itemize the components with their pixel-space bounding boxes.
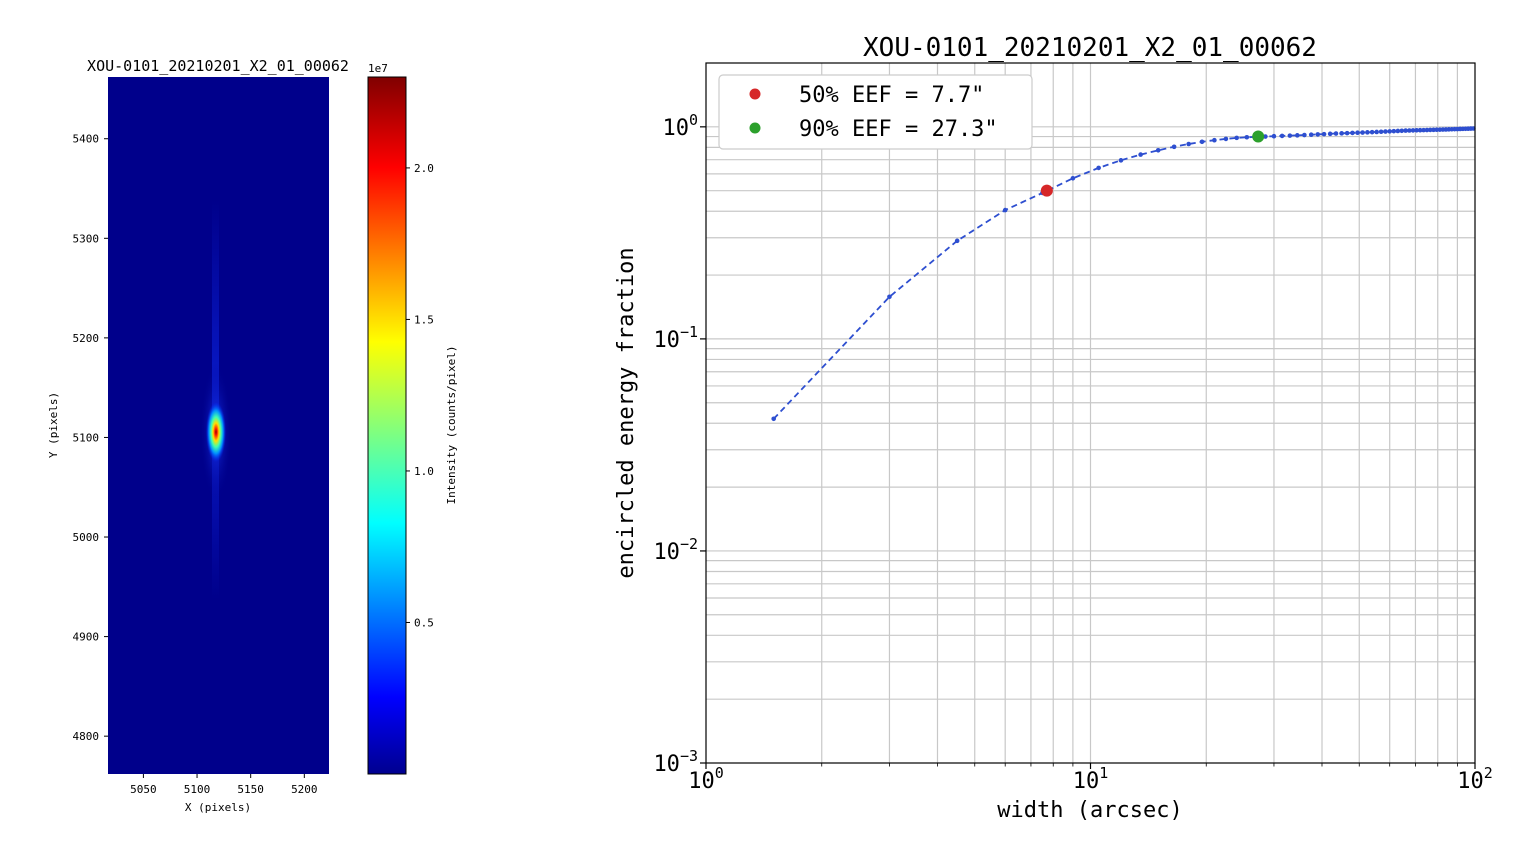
eef-marker-50 bbox=[1040, 184, 1053, 197]
eef-markers bbox=[1040, 130, 1265, 197]
eef-data-point bbox=[1118, 158, 1124, 163]
eef-data-point bbox=[1279, 133, 1285, 139]
eef-data-point bbox=[1410, 128, 1416, 133]
eef-y-tick-label: 10−2 bbox=[653, 535, 698, 565]
colorbar bbox=[367, 76, 407, 775]
colorbar-tick-label: 1.0 bbox=[414, 465, 434, 478]
eef-data-point bbox=[1369, 129, 1375, 135]
image-x-tick-label: 5050 bbox=[130, 783, 157, 796]
eef-data-point bbox=[1287, 133, 1293, 138]
legend-marker-50 bbox=[749, 88, 761, 100]
eef-data-point bbox=[954, 238, 960, 244]
eef-data-point bbox=[1271, 133, 1277, 139]
eef-data-point bbox=[1339, 131, 1344, 136]
image-axes: 5050 5100 5150 5200 4800 4900 5000 5100 5200 5300… bbox=[73, 133, 318, 796]
eef-data-point bbox=[1350, 130, 1355, 136]
eef-data-point bbox=[1002, 207, 1008, 213]
eef-data-point bbox=[1421, 127, 1426, 133]
colorbar-label: Intensity (counts/pixel) bbox=[445, 346, 458, 505]
eef-data-point bbox=[1365, 130, 1370, 135]
eef-data-point bbox=[1360, 130, 1365, 135]
eef-y-label: encircled energy fraction bbox=[614, 247, 639, 578]
eef-data-point bbox=[1391, 128, 1397, 134]
eef-x-tick-label: 100 bbox=[688, 764, 724, 794]
eef-data-point bbox=[1223, 136, 1229, 142]
image-x-tick-label: 5150 bbox=[237, 783, 264, 796]
colorbar-ticks: 0.5 1.0 1.5 2.0 bbox=[406, 162, 434, 629]
image-y-tick-label: 4900 bbox=[73, 631, 100, 644]
eef-data-point bbox=[1417, 127, 1423, 133]
psf-core bbox=[206, 402, 226, 462]
image-y-tick-label: 5300 bbox=[73, 232, 100, 245]
legend-box bbox=[718, 74, 1033, 150]
colorbar-exponent: 1e7 bbox=[368, 62, 388, 75]
eef-grid bbox=[706, 63, 1475, 763]
eef-data-point bbox=[1096, 165, 1101, 171]
eef-data-point bbox=[1155, 148, 1161, 153]
eef-data-point bbox=[1234, 135, 1239, 141]
eef-data-point bbox=[1387, 129, 1392, 134]
legend-label-90: 90% EEF = 27.3" bbox=[799, 117, 998, 142]
eef-y-tick-label: 10−3 bbox=[653, 747, 698, 777]
eef-data-point bbox=[1315, 132, 1321, 137]
eef-data-point bbox=[1374, 129, 1379, 135]
image-x-tick-label: 5200 bbox=[291, 783, 318, 796]
eef-data-point bbox=[1321, 131, 1327, 137]
eef-data-point bbox=[1355, 130, 1360, 136]
colorbar-tick-label: 1.5 bbox=[414, 313, 434, 326]
eef-title: XOU-0101_20210201_X2_01_00062 bbox=[863, 33, 1317, 63]
image-y-tick-label: 5000 bbox=[73, 531, 100, 544]
image-title: XOU-0101_20210201_X2_01_00062 bbox=[87, 57, 349, 75]
eef-data-point bbox=[771, 416, 777, 422]
eef-data-point bbox=[1424, 127, 1430, 133]
image-y-tick-label: 4800 bbox=[73, 730, 100, 743]
eef-y-tick-label: 100 bbox=[662, 111, 698, 141]
eef-data-point bbox=[1302, 132, 1307, 138]
eef-y-tick-label: 10−1 bbox=[653, 323, 698, 353]
eef-x-label: width (arcsec) bbox=[997, 798, 1182, 823]
legend-marker-90 bbox=[749, 122, 761, 134]
eef-data-point bbox=[1427, 127, 1433, 133]
eef-legend: 50% EEF = 7.7" 90% EEF = 27.3" bbox=[718, 74, 1033, 150]
eef-data-point bbox=[1186, 141, 1191, 147]
eef-data-point bbox=[1244, 134, 1250, 140]
eef-data-point bbox=[1171, 144, 1177, 150]
eef-x-tick-label: 101 bbox=[1073, 764, 1109, 794]
eef-data-point bbox=[1070, 175, 1076, 181]
eef-x-tick-label: 102 bbox=[1457, 764, 1493, 794]
image-y-tick-label: 5400 bbox=[73, 133, 100, 146]
eef-data-point bbox=[1138, 152, 1143, 157]
eef-data-point bbox=[1199, 139, 1205, 145]
eef-series-line bbox=[773, 127, 1474, 420]
eef-data-point bbox=[1383, 129, 1388, 134]
eef-ticks: 100 101 102 100 10−1 10−2 10−3 bbox=[653, 111, 1492, 794]
eef-data-point bbox=[1263, 134, 1268, 139]
image-y-tick-label: 5200 bbox=[73, 332, 100, 345]
eef-panel: XOU-0101_20210201_X2_01_00062 100 101 1021… bbox=[614, 33, 1493, 823]
eef-data-point bbox=[1212, 137, 1217, 143]
image-y-tick-label: 5100 bbox=[73, 431, 100, 444]
eef-data-point bbox=[1403, 128, 1408, 133]
image-x-label: X (pixels) bbox=[185, 801, 251, 814]
eef-data-point bbox=[887, 294, 892, 300]
legend-label-50: 50% EEF = 7.7" bbox=[799, 83, 984, 108]
eef-data-point bbox=[1414, 128, 1419, 133]
eef-marker-90 bbox=[1252, 130, 1265, 143]
colorbar-tick-label: 2.0 bbox=[414, 162, 434, 175]
eef-data-point bbox=[1378, 129, 1384, 135]
image-y-label: Y (pixels) bbox=[47, 392, 60, 458]
eef-data-point bbox=[1395, 128, 1401, 134]
eef-data-point bbox=[1344, 130, 1350, 136]
image-panel: XOU-0101_20210201_X2_01_00062 5050 5100 51… bbox=[47, 57, 458, 814]
image-x-tick-label: 5100 bbox=[184, 783, 211, 796]
colorbar-tick-label: 0.5 bbox=[414, 616, 434, 629]
eef-data-point bbox=[1399, 128, 1405, 134]
eef-data-point bbox=[1294, 133, 1300, 138]
eef-data-point bbox=[1333, 131, 1339, 136]
eef-data-point bbox=[1327, 131, 1333, 137]
eef-series bbox=[771, 126, 1476, 422]
eef-data-point bbox=[1407, 128, 1412, 133]
eef-data-point bbox=[1308, 132, 1314, 138]
